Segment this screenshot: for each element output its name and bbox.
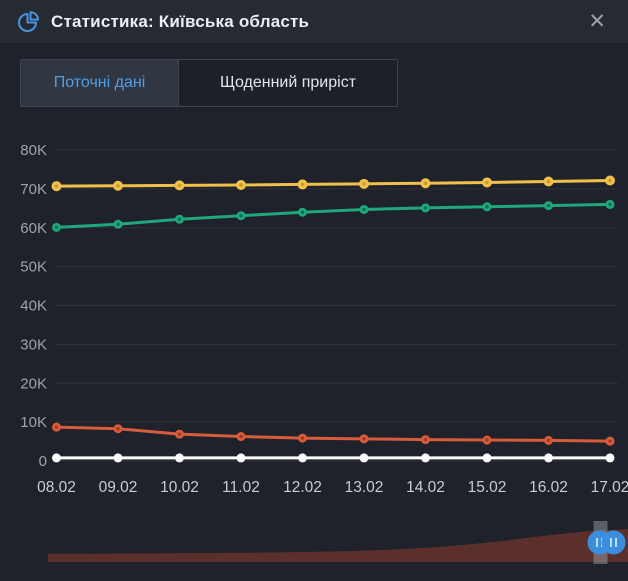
y-axis-label: 80K (20, 142, 47, 159)
series-green-point-center (362, 207, 366, 212)
series-green-point-center (239, 213, 243, 218)
y-axis-label: 60K (20, 220, 47, 237)
tab-bar: Поточні дані Щоденний приріст (20, 59, 398, 107)
series-yellow-point-center (239, 183, 243, 187)
close-button[interactable]: ✕ (582, 9, 612, 34)
series-orange-point-center (485, 438, 489, 442)
series-orange-point-center (546, 438, 551, 443)
series-orange-point-center (239, 434, 243, 439)
x-axis-label: 08.02 (37, 479, 76, 496)
series-green-point-center (116, 222, 120, 226)
series-yellow-point-center (485, 180, 489, 185)
series-green-point-center (300, 210, 305, 214)
series-green-point-center (546, 203, 551, 208)
x-axis-label: 12.02 (283, 479, 322, 496)
x-axis-label: 13.02 (345, 479, 384, 496)
series-yellow-line (55, 179, 612, 188)
series-white-point (113, 453, 123, 463)
line-chart: 0 10K 20K 30K 40K 50K 60K 70K 80K 08.02 09.02 10.02… (20, 142, 628, 496)
navigator-area (48, 529, 628, 562)
series-green-point-center (608, 202, 612, 207)
y-axis-label: 0 (39, 453, 47, 470)
series-orange-line (55, 425, 612, 443)
y-axis-label: 50K (20, 259, 47, 276)
modal-header: Статистика: Київська область ✕ (0, 0, 628, 44)
series-orange-point-center (54, 425, 59, 429)
y-axis-label: 40K (20, 298, 47, 315)
y-axis-label: 30K (20, 336, 47, 353)
x-axis-label: 09.02 (99, 479, 138, 496)
navigator-grip-right[interactable] (601, 530, 626, 555)
series-white-point (482, 453, 492, 463)
series-white-point (544, 453, 553, 463)
series-yellow-point-center (177, 183, 182, 188)
y-axis-label: 10K (20, 414, 47, 431)
x-axis-label: 14.02 (406, 479, 445, 496)
series-yellow-point-center (608, 178, 612, 183)
tab-current-data[interactable]: Поточні дані (21, 60, 179, 106)
x-axis-label: 11.02 (222, 479, 260, 496)
series-yellow-point-center (116, 184, 120, 188)
series-green-point-center (423, 206, 428, 210)
series-yellow-point-center (300, 182, 305, 187)
close-icon: ✕ (588, 10, 606, 33)
series-yellow-point-center (546, 179, 551, 184)
series-green-line (55, 202, 612, 229)
page-title: Статистика: Київська область (51, 11, 310, 31)
x-axis-label: 15.02 (468, 479, 507, 496)
series-white-point (236, 453, 246, 463)
tab-daily-growth[interactable]: Щоденний приріст (179, 60, 397, 106)
series-white-point (52, 453, 61, 463)
pie-chart-icon (18, 10, 39, 32)
series-white-point (298, 453, 307, 463)
x-axis-label: 17.02 (591, 479, 628, 496)
y-axis-label: 70K (20, 181, 47, 198)
series-white-point (359, 453, 369, 463)
series-white-point (175, 453, 184, 463)
series-orange-point-center (362, 437, 366, 441)
series-orange-point-center (608, 439, 612, 443)
series-yellow-point-center (54, 184, 59, 188)
series-green-point-center (485, 205, 489, 209)
series-orange-point-center (116, 427, 120, 431)
series-orange-point-center (300, 436, 305, 440)
x-axis-label: 10.02 (160, 479, 199, 496)
series-green-point-center (54, 225, 59, 230)
series-white-point (605, 453, 615, 463)
series-orange-point-center (177, 432, 182, 436)
series-orange-point-center (423, 437, 428, 442)
y-axis-label: 20K (20, 375, 47, 392)
series-white-point (421, 453, 430, 463)
series-yellow-point-center (362, 182, 366, 186)
series-yellow-point-center (423, 181, 428, 185)
x-axis-label: 16.02 (529, 479, 568, 496)
range-navigator[interactable] (0, 512, 628, 574)
series-green-point-center (177, 217, 182, 221)
